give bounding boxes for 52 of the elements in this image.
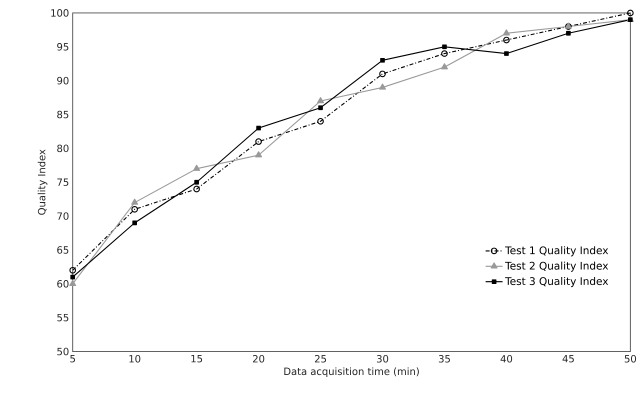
x-tick-label: 35 xyxy=(438,354,450,362)
y-tick-label: 55 xyxy=(57,314,68,322)
x-tick-label: 25 xyxy=(314,354,326,362)
x-tick-label: 50 xyxy=(624,354,636,362)
y-tick-label: 65 xyxy=(57,246,68,254)
x-tick-label: 30 xyxy=(376,354,388,362)
point xyxy=(317,96,324,104)
y-tick-label: 60 xyxy=(57,280,69,288)
x-tick-label: 15 xyxy=(191,354,202,362)
legend-label: Test 1 Quality Index xyxy=(505,246,608,256)
point xyxy=(317,118,324,124)
y-axis-title: Quality Index xyxy=(38,149,48,215)
point xyxy=(379,83,386,90)
x-tick-label: 45 xyxy=(562,354,574,362)
x-tick-label: 20 xyxy=(252,354,264,362)
y-tick-label: 90 xyxy=(57,76,69,84)
point xyxy=(504,51,509,56)
x-tick-label: 5 xyxy=(70,354,75,362)
point xyxy=(69,266,76,274)
point xyxy=(502,29,510,36)
x-tick-label: 40 xyxy=(500,354,512,362)
point xyxy=(193,186,200,192)
y-tick-label: 100 xyxy=(51,9,69,17)
point xyxy=(441,63,448,70)
point xyxy=(441,50,448,57)
point xyxy=(379,70,386,78)
y-tick-label: 95 xyxy=(57,42,68,50)
y-tick-label: 70 xyxy=(57,212,69,220)
point xyxy=(380,58,385,63)
point xyxy=(442,44,447,49)
x-axis-title: Data acquisition time (min) xyxy=(284,367,419,377)
legend-label: Test 2 Quality Index xyxy=(505,261,608,272)
point xyxy=(627,9,634,16)
point xyxy=(318,105,323,110)
y-tick-label: 80 xyxy=(57,144,69,152)
point xyxy=(131,198,138,205)
legend-label: Test 3 Quality Index xyxy=(505,276,608,287)
point xyxy=(69,280,76,286)
point xyxy=(193,164,200,171)
point xyxy=(503,36,510,44)
point xyxy=(255,151,262,158)
point xyxy=(131,206,138,212)
point xyxy=(256,126,261,130)
point xyxy=(70,274,76,280)
y-tick-label: 50 xyxy=(57,348,69,356)
y-tick-label: 85 xyxy=(57,110,68,118)
point xyxy=(132,220,137,226)
y-tick-label: 75 xyxy=(57,178,68,186)
point xyxy=(566,30,571,36)
point xyxy=(194,180,199,184)
x-tick-label: 10 xyxy=(129,354,140,362)
point xyxy=(255,138,262,145)
